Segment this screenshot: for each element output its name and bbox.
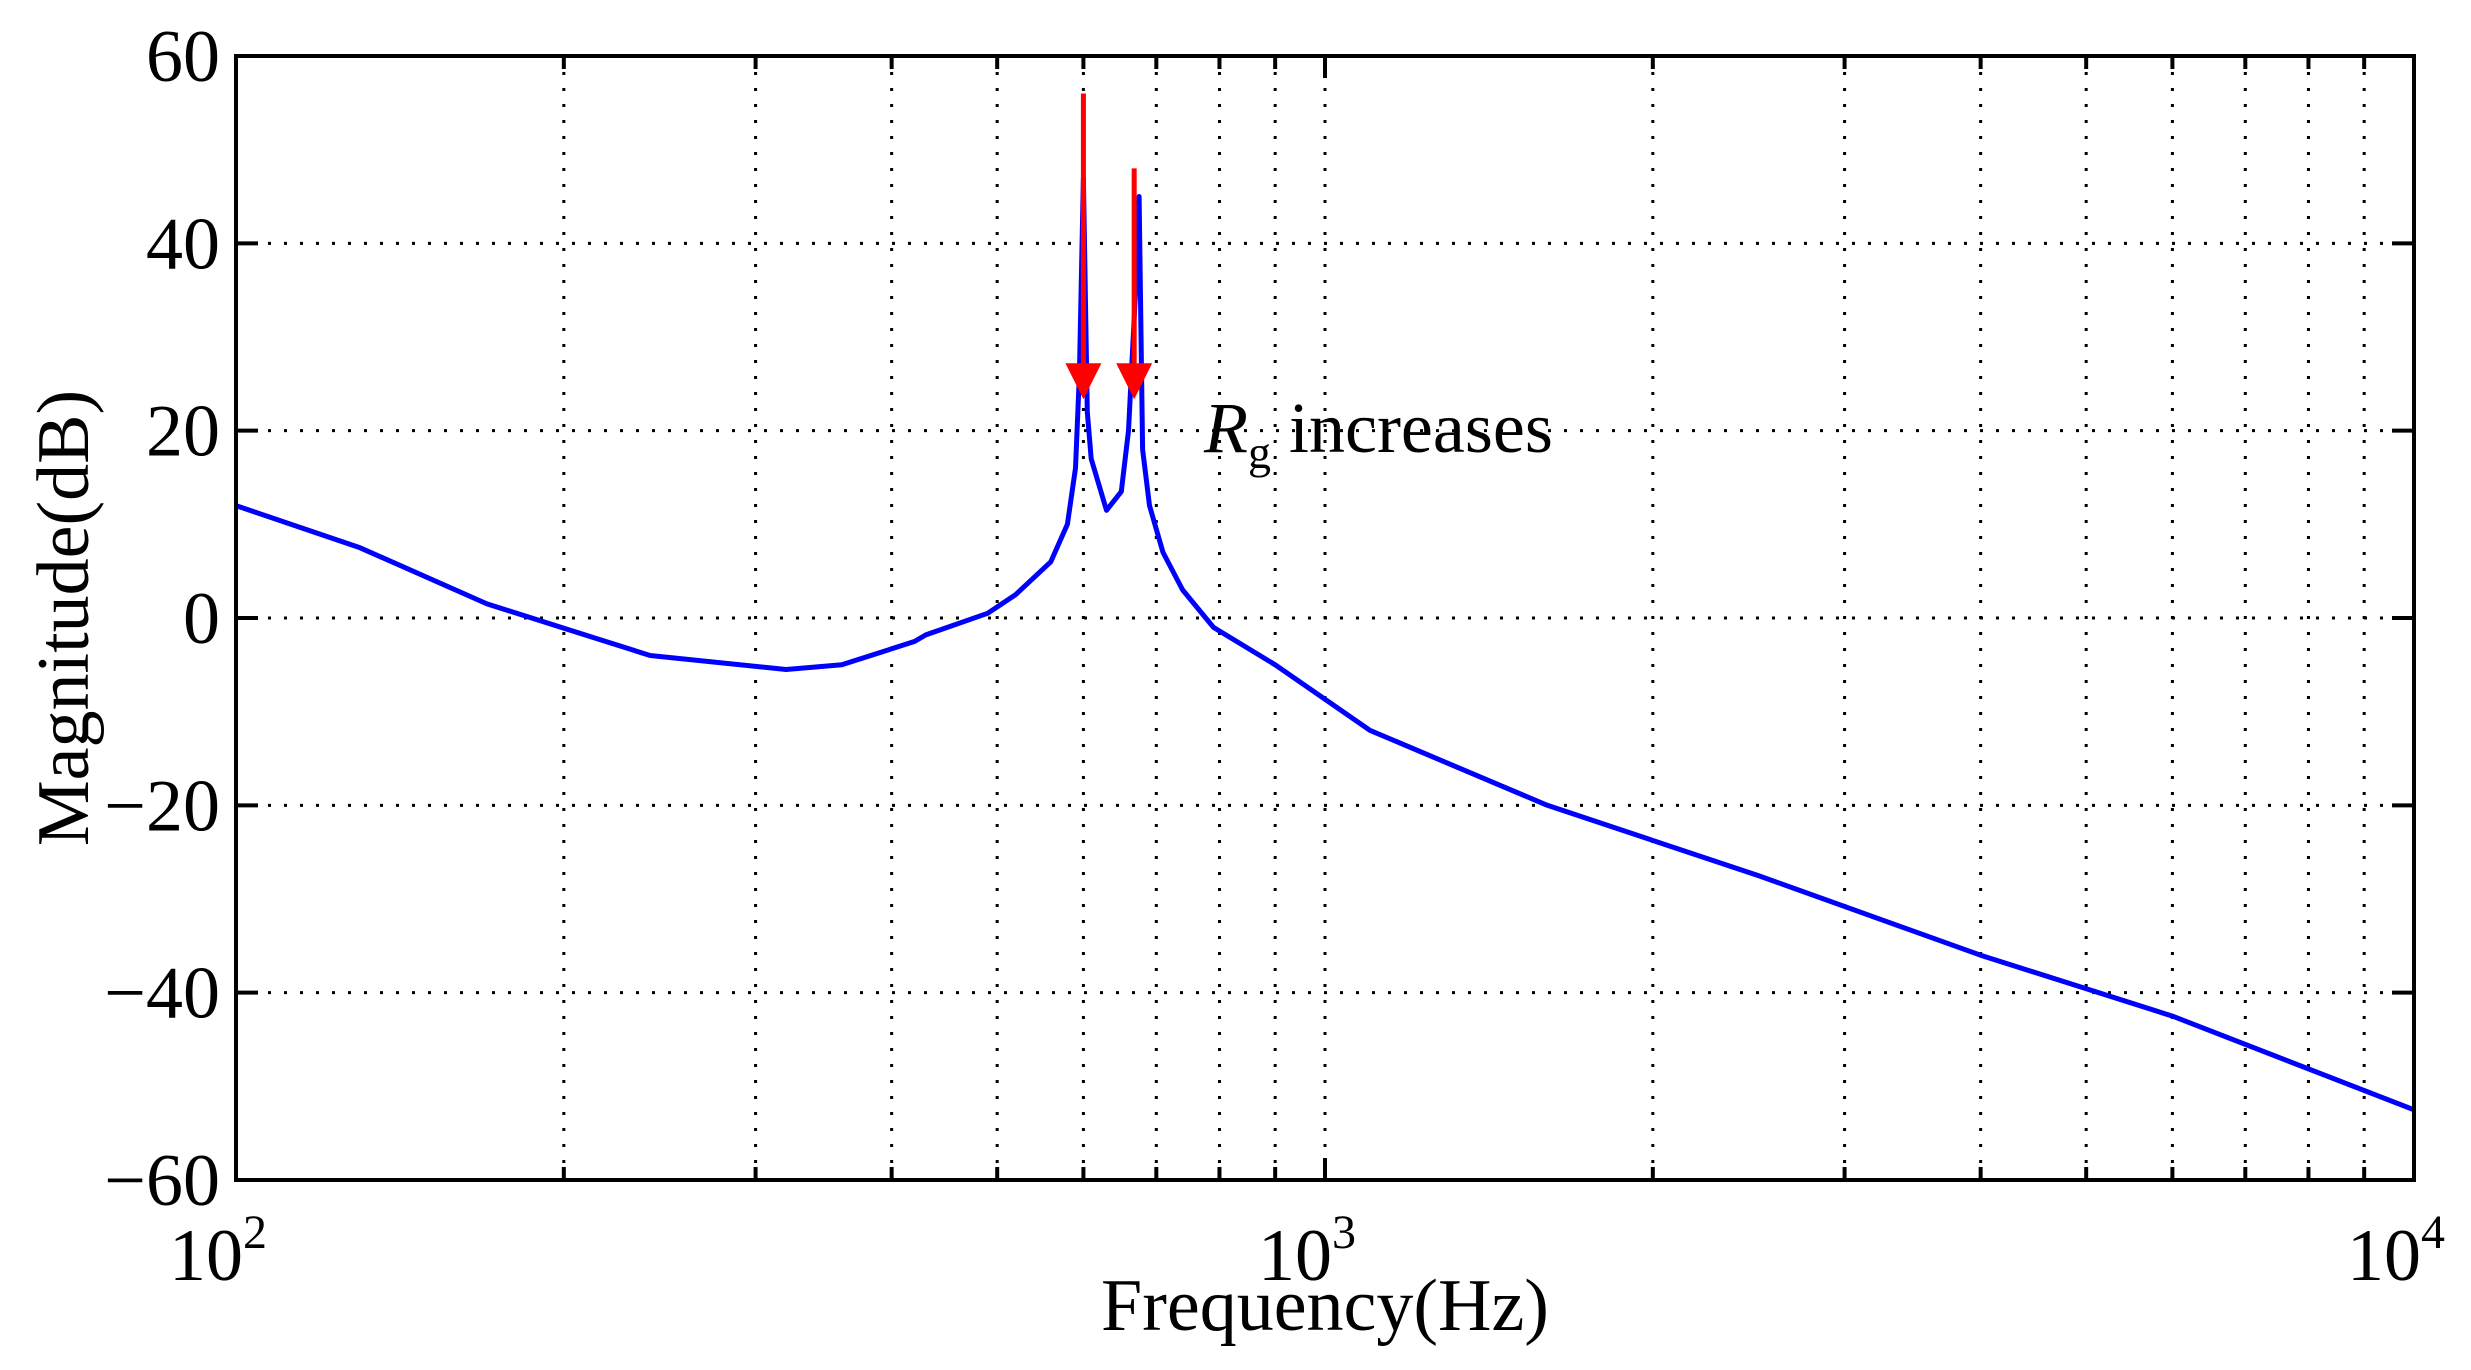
x-tick-base: 10: [1258, 1215, 1332, 1297]
y-tick-label: 0: [183, 578, 220, 660]
x-tick-label: 102: [169, 1206, 267, 1297]
y-tick-label: −40: [104, 953, 220, 1035]
x-tick-labels: 102 103 104: [169, 1206, 2445, 1297]
x-tick-exponent: 2: [243, 1206, 267, 1259]
series-line-magnitude: [235, 175, 2415, 1113]
y-tick-label: 20: [146, 391, 220, 473]
annotation-subscript-g: g: [1248, 427, 1271, 478]
annotation-arrows: [1065, 93, 1153, 400]
y-axis-title: Magnitude(dB): [23, 390, 105, 846]
x-tick-base: 10: [169, 1215, 243, 1297]
x-tick-exponent: 3: [1332, 1206, 1356, 1259]
x-tick-exponent: 4: [2421, 1206, 2445, 1259]
y-tick-label: 60: [146, 16, 220, 98]
series-lines: [235, 175, 2415, 1113]
x-tick-label: 104: [2347, 1206, 2445, 1297]
y-tick-labels: 60 40 20 0 −20 −40 −60: [104, 16, 220, 1222]
y-tick-label: 40: [146, 203, 220, 285]
y-tick-label: −60: [104, 1140, 220, 1222]
annotation-r: R: [1203, 388, 1248, 468]
y-tick-label: −20: [104, 765, 220, 847]
x-axis-title: Frequency(Hz): [1101, 1265, 1549, 1347]
axis-ticks: [234, 54, 2414, 1182]
arrow-head: [1116, 363, 1153, 400]
arrow-head: [1065, 363, 1102, 400]
x-tick-label: 103: [1258, 1206, 1356, 1297]
annotation-rest: increases: [1271, 388, 1553, 468]
grid-lines: [236, 56, 2414, 1180]
rg-increases-annotation: Rg increases: [1203, 388, 1553, 478]
x-tick-base: 10: [2347, 1215, 2421, 1297]
